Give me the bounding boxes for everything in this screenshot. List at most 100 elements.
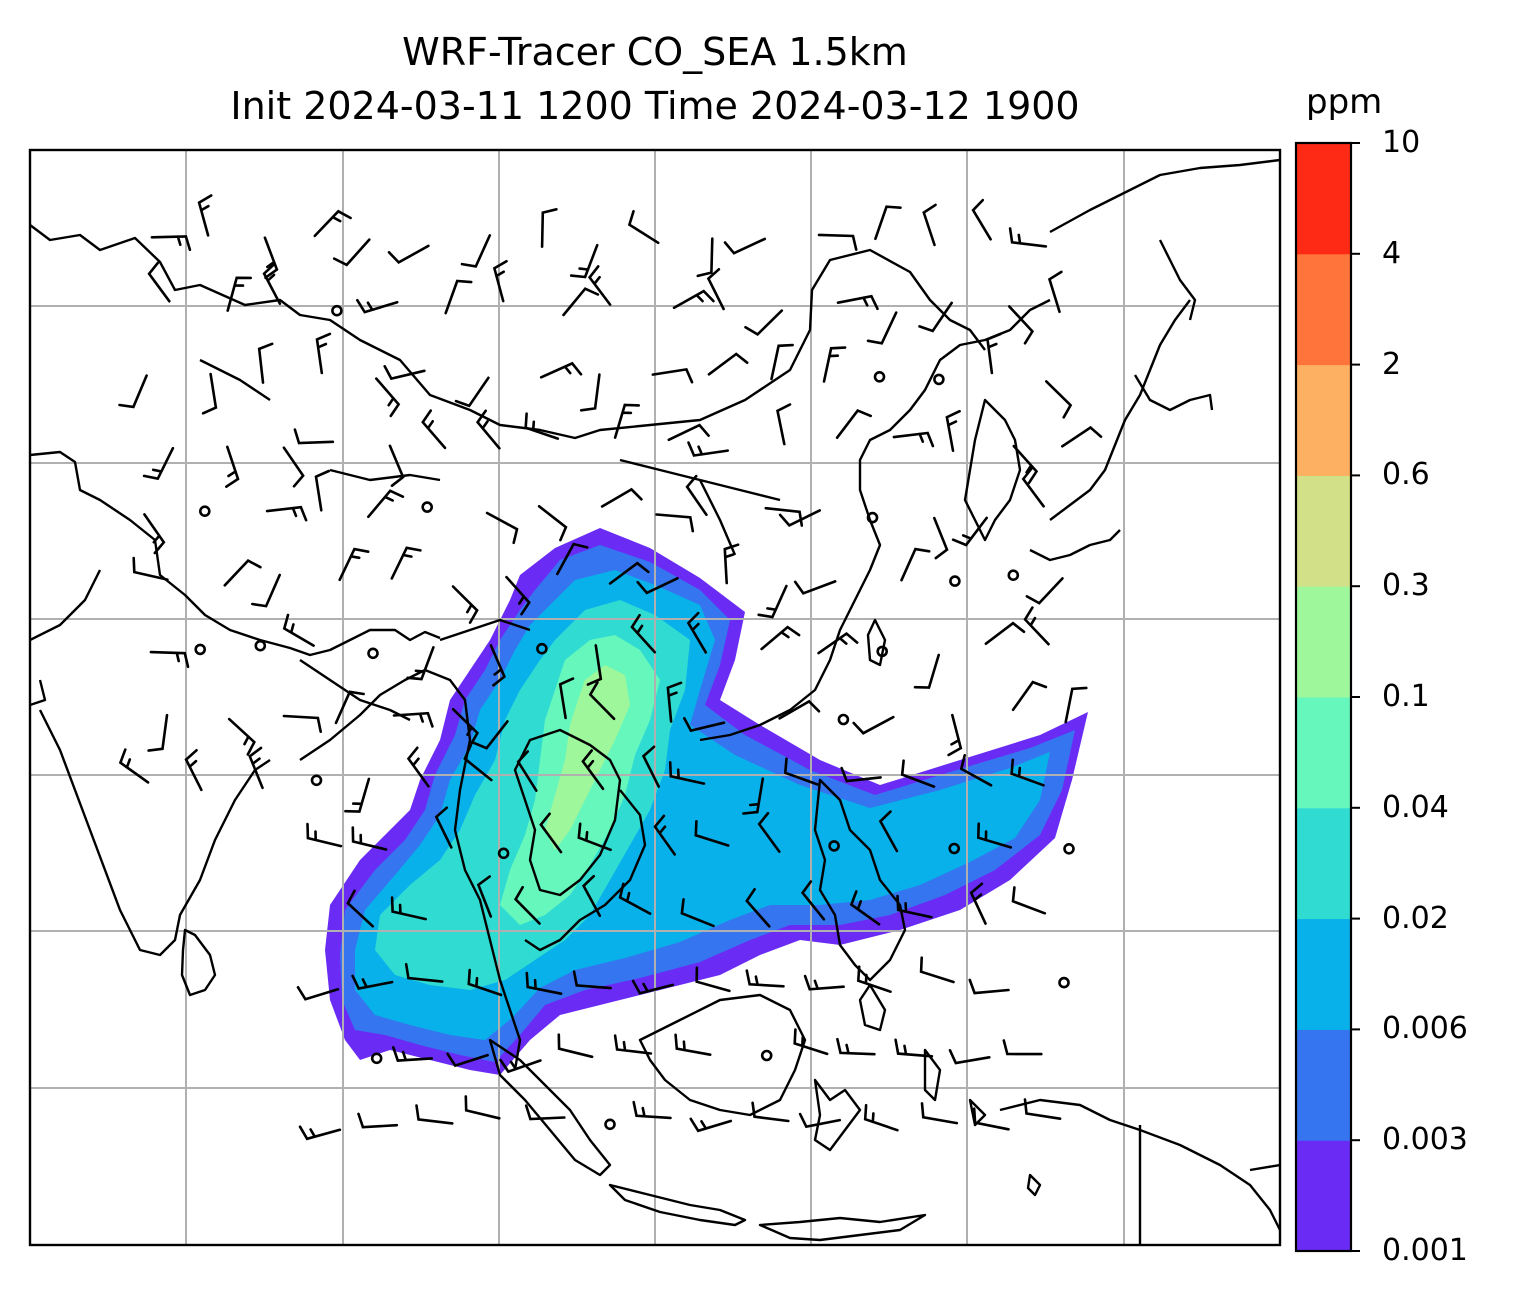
wind-barb [282, 714, 322, 733]
wind-barb [696, 237, 714, 278]
wind-calm-marker [933, 373, 945, 386]
wind-barb [513, 885, 541, 925]
wind-barb [948, 1049, 991, 1065]
map-frame [28, 148, 1282, 1247]
wind-barb [265, 505, 308, 522]
colorbar-segment [1296, 918, 1351, 1030]
wind-barb [586, 644, 603, 686]
coast-china-east [699, 298, 1051, 742]
wind-barb [489, 644, 506, 687]
wind-barb [147, 261, 171, 303]
wind-barb [390, 896, 427, 921]
wind-barb [971, 198, 992, 241]
coast-korea [963, 398, 1022, 542]
wind-barb [406, 646, 435, 681]
colorbar-tick-label: 4 [1382, 235, 1402, 271]
wind-barb [757, 811, 781, 853]
wind-barb [569, 243, 599, 279]
wind-barb [375, 377, 401, 418]
wind-barb [143, 513, 166, 555]
wind-barb [475, 409, 501, 450]
wind-barb-field [118, 194, 1103, 1141]
wind-barb [840, 766, 882, 783]
wind-calm-marker [837, 713, 850, 726]
wind-barb [947, 713, 963, 757]
wind-barb [863, 1103, 899, 1132]
coast-new-guinea [999, 1098, 1280, 1245]
wind-barb [783, 757, 819, 786]
wind-barb [118, 374, 148, 409]
coast-australia-north [1249, 1163, 1280, 1172]
wind-barb [314, 469, 331, 512]
wind-barb [631, 979, 675, 995]
wind-barb [505, 575, 531, 616]
wind-barb [636, 577, 679, 595]
wind-barb [653, 814, 676, 856]
wind-barb [892, 431, 935, 448]
wind-barb [641, 745, 660, 788]
wind-barb [900, 547, 931, 582]
wind-barb [1008, 305, 1035, 345]
wind-barb [835, 409, 872, 439]
wind-barb [524, 1104, 566, 1121]
colorbar-segment [1296, 475, 1351, 587]
colorbar-segment [1296, 143, 1351, 255]
wind-barb [685, 474, 708, 517]
wind-barb [388, 444, 405, 487]
wind-barb [262, 262, 282, 305]
wind-barb [849, 890, 881, 926]
co-plume [325, 528, 1088, 1075]
colorbar-tick-label: 0.001 [1382, 1233, 1468, 1268]
wind-barb [367, 489, 405, 519]
wind-calm-marker [421, 501, 434, 513]
wind-barb [632, 1100, 672, 1120]
wind-barb [390, 546, 422, 580]
wind-barb [315, 332, 332, 375]
wind-barb [836, 294, 879, 311]
wind-barb [577, 822, 612, 852]
wind-barb [537, 505, 568, 542]
wind-barb [972, 1107, 1010, 1131]
wind-barb [707, 352, 749, 376]
wind-barb [282, 446, 305, 488]
colorbar-tick-label: 0.003 [1382, 1122, 1468, 1158]
wind-calm-marker [948, 842, 961, 855]
wind-barb [293, 428, 335, 445]
wind-barb [666, 681, 683, 723]
wind-barb [296, 986, 340, 1001]
wind-barb [332, 238, 371, 267]
wind-barb [149, 650, 190, 669]
wind-barb [463, 744, 493, 782]
wind-barb [613, 1034, 653, 1055]
wind-barb [344, 777, 371, 813]
wind-barb [945, 409, 961, 452]
wind-barb [588, 681, 616, 721]
colorbar-tick-label: 0.04 [1382, 789, 1449, 825]
colorbar-tick-label: 2 [1382, 346, 1402, 382]
colorbar-unit-label: ppm [1306, 82, 1383, 122]
wind-barb [689, 1117, 733, 1133]
wind-barb [572, 970, 612, 990]
wind-barb [251, 573, 281, 608]
wind-barb [1021, 466, 1045, 508]
wind-barb [800, 880, 826, 921]
coast-indochina [513, 728, 647, 952]
wind-barb [969, 882, 987, 925]
wind-barb [778, 699, 821, 720]
wind-barb [959, 754, 993, 787]
wind-barb [878, 810, 899, 853]
wind-barb [558, 677, 575, 720]
wind-barb [817, 233, 858, 251]
wind-barb [415, 1104, 454, 1125]
wind-barb [852, 715, 895, 735]
wind-barb [492, 260, 508, 303]
wind-barb [334, 690, 365, 725]
wind-calm-marker [760, 1049, 773, 1062]
wind-barb [421, 409, 447, 450]
wind-calm-marker [866, 511, 879, 524]
wind-barb [579, 373, 601, 412]
wind-barb [184, 749, 203, 792]
wind-barb [951, 516, 988, 547]
wind-barb [539, 812, 563, 854]
wind-barb [922, 203, 937, 247]
